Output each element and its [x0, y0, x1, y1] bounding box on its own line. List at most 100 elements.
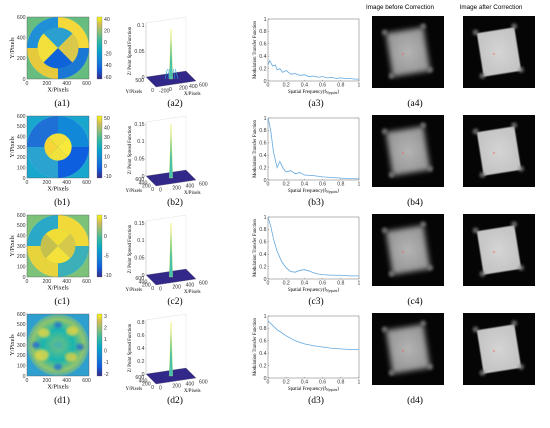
map-x-tick: 400	[62, 81, 71, 87]
psf-sidelobe	[167, 68, 170, 80]
colorbar	[96, 214, 103, 278]
outer-ring-sector	[58, 48, 89, 79]
psf-y-tick: 0	[151, 385, 154, 391]
mtf-y-tick: 0	[264, 376, 267, 382]
mtf-x-tick: 0.8	[337, 281, 344, 287]
psf-z-tick: 0.05	[134, 156, 144, 162]
phase-map-b: 0 200 400 6000100200300400500600X/PixelsY/P…	[9, 114, 112, 193]
image-after-d	[463, 313, 535, 385]
map-y-tick: 500	[17, 322, 26, 328]
mtf-y-tick: 0.8	[259, 128, 266, 134]
colorbar-tick: 30	[104, 135, 110, 141]
image-before-b	[372, 115, 444, 187]
target-square	[472, 122, 525, 178]
aberration-lobe	[35, 349, 49, 361]
map-y-tick: 0	[23, 77, 26, 83]
mtf-x-tick: 0.4	[301, 83, 308, 89]
colorbar	[96, 115, 103, 179]
caption-a4: (a4)	[407, 98, 422, 109]
map-y-label: Y/Pixels	[9, 235, 16, 257]
map-x-tick: 400	[62, 279, 71, 285]
map-y-tick: 400	[17, 134, 26, 140]
map-y-label: Y/Pixels	[9, 136, 16, 158]
corner-flare	[381, 227, 388, 234]
inner-disc-sector	[48, 133, 68, 147]
mtf-y-tick: 0.4	[259, 54, 266, 60]
map-y-tick: 400	[17, 233, 26, 239]
map-y-tick: 200	[17, 155, 26, 161]
corner-flare	[420, 23, 427, 30]
caption-d4: (d4)	[407, 395, 423, 406]
mtf-x-tick: 0.8	[337, 83, 344, 89]
header-before: Image before Correction	[366, 4, 434, 11]
phase-map-c: 0 200 400 600 0 100 200 300 400 500 600 X/Pixels Y/P…	[9, 213, 112, 292]
colorbar-tick: 3	[104, 314, 107, 320]
outer-ring-sector	[58, 116, 89, 147]
map-y-tick: 200	[17, 254, 26, 260]
mtf-y-tick: 0	[264, 79, 267, 85]
inner-disc-sector	[58, 137, 72, 157]
psf-y-tick: 400	[139, 378, 148, 384]
mtf-y-tick: 0.6	[259, 141, 266, 147]
corner-flare	[381, 29, 388, 36]
corner-flare	[427, 165, 434, 172]
psf-x-tick: 0	[159, 188, 162, 194]
mtf-y-tick: 0.6	[259, 339, 266, 345]
map-y-tick: 400	[17, 35, 26, 41]
psf-x-tick: -200	[159, 89, 169, 95]
corner-flare	[511, 320, 518, 327]
psf-y-tick: 600	[135, 375, 144, 381]
corner-flare	[388, 369, 395, 376]
psf-y-label: Y/Pixels	[125, 90, 142, 95]
mtf-y-tick: 0.4	[259, 351, 266, 357]
phase-map-a: 0 200 400 6000200400600X/PixelsY/Pixels4020…	[9, 15, 112, 94]
image-before-a	[372, 16, 444, 88]
map-x-label: X/Pixels	[47, 87, 69, 94]
map-y-tick: 200	[17, 56, 26, 62]
map-y-tick: 300	[17, 343, 26, 349]
mtf-y-tick: 0.2	[259, 66, 266, 72]
caption-a3: (a3)	[308, 98, 323, 109]
outer-ring-sector	[58, 215, 89, 246]
caption-c1: (c1)	[54, 296, 69, 307]
mtf-x-tick: 0	[267, 281, 270, 287]
map-x-tick: 400	[62, 378, 71, 384]
row-d: 0 200 400 6000100200300400500600X/PixelsY/P…	[9, 312, 535, 406]
mtf-y-label: Modulation Transfer Function	[253, 218, 258, 276]
mtf-x-tick: 0.8	[337, 380, 344, 386]
mtf-x-label: Spatial Frequency(fNyquist)	[288, 189, 339, 194]
mtf-y-label: Modulation Transfer Function	[253, 119, 258, 177]
corner-flare	[518, 165, 525, 172]
psf-z-tick: 0.1	[137, 23, 144, 29]
inner-disc-sector	[58, 233, 76, 259]
colorbar-tick: 20	[104, 145, 110, 151]
map-x-tick: 200	[43, 81, 52, 87]
center-marker	[493, 53, 495, 55]
psf-x-tick: 200	[172, 384, 181, 390]
psf-y-tick: 200	[142, 283, 151, 289]
psf-y-tick: 400	[139, 180, 148, 186]
caption-d1: (d1)	[54, 395, 70, 406]
map-y-tick: 300	[17, 145, 26, 151]
target-square	[381, 23, 434, 79]
outer-ring-sector	[27, 48, 58, 79]
outer-ring-sector	[58, 147, 89, 178]
mtf-x-tick: 0	[267, 83, 270, 89]
corner-flare	[518, 363, 525, 370]
image-after-c	[463, 214, 535, 286]
caption-d2: (d2)	[167, 395, 183, 406]
corner-flare	[427, 264, 434, 271]
mtf-y-tick: 1	[264, 314, 267, 320]
psf-y-label: Y/Pixels	[125, 387, 142, 392]
psf-x-tick: 200	[172, 285, 181, 291]
target-square	[472, 221, 525, 277]
corner-flare	[518, 66, 525, 73]
mtf-x-tick: 1	[358, 83, 361, 89]
mtf-x-tick: 0.6	[319, 281, 326, 287]
mtf-x-tick: 0.4	[301, 281, 308, 287]
target-glow	[385, 126, 431, 176]
map-frame	[26, 115, 90, 179]
map-x-tick: 200	[43, 180, 52, 186]
mtf-x-tick: 0.6	[319, 182, 326, 188]
map-x-label: X/Pixels	[47, 186, 69, 193]
